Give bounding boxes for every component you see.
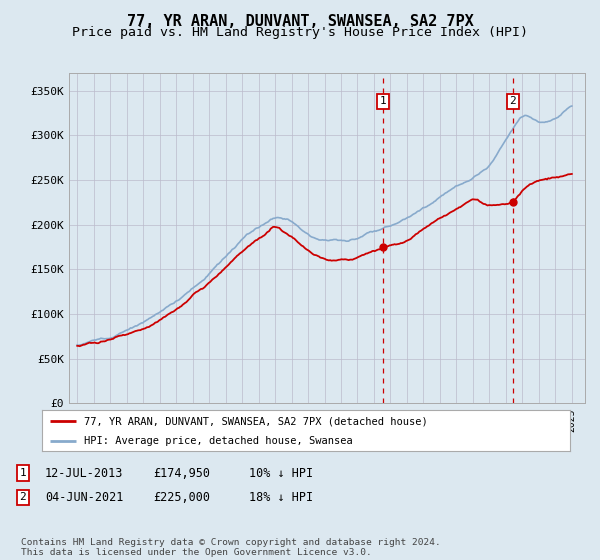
Text: 77, YR ARAN, DUNVANT, SWANSEA, SA2 7PX: 77, YR ARAN, DUNVANT, SWANSEA, SA2 7PX [127, 14, 473, 29]
Text: 04-JUN-2021: 04-JUN-2021 [45, 491, 124, 504]
Text: 2: 2 [19, 492, 26, 502]
Text: Contains HM Land Registry data © Crown copyright and database right 2024.
This d: Contains HM Land Registry data © Crown c… [21, 538, 441, 557]
Text: 1: 1 [379, 96, 386, 106]
Text: £225,000: £225,000 [153, 491, 210, 504]
Text: 77, YR ARAN, DUNVANT, SWANSEA, SA2 7PX (detached house): 77, YR ARAN, DUNVANT, SWANSEA, SA2 7PX (… [84, 417, 428, 426]
Text: 1: 1 [19, 468, 26, 478]
Text: £174,950: £174,950 [153, 466, 210, 480]
Text: Price paid vs. HM Land Registry's House Price Index (HPI): Price paid vs. HM Land Registry's House … [72, 26, 528, 39]
Text: 12-JUL-2013: 12-JUL-2013 [45, 466, 124, 480]
Text: HPI: Average price, detached house, Swansea: HPI: Average price, detached house, Swan… [84, 436, 353, 446]
Text: 18% ↓ HPI: 18% ↓ HPI [249, 491, 313, 504]
Text: 2: 2 [509, 96, 516, 106]
Text: 10% ↓ HPI: 10% ↓ HPI [249, 466, 313, 480]
